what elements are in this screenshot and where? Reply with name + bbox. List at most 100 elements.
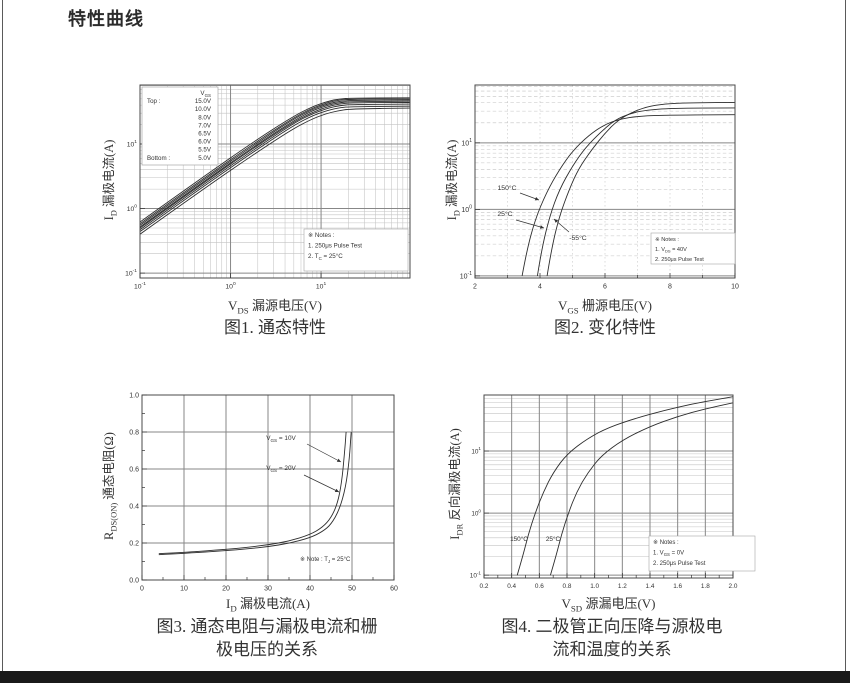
fig3-caption: 图3. 通态电阻与漏极电流和栅 极电压的关系 — [97, 615, 437, 661]
fig2-x-axis-label: VGS 栅源电压(V) — [558, 298, 652, 316]
fig4-body-diode-forward: 0.2 0.4 0.6 0.8 1.0 1.2 1.4 1.6 1.8 2.0 10-1 100 101… — [470, 394, 756, 590]
svg-text:20: 20 — [222, 586, 230, 593]
svg-text:101: 101 — [316, 281, 327, 290]
fig4-body-diode-forward-notes — [648, 535, 756, 572]
svg-text:150°C: 150°C — [510, 535, 528, 543]
svg-text:150°C: 150°C — [498, 184, 517, 192]
svg-text:0.2: 0.2 — [480, 583, 489, 590]
svg-text:101: 101 — [127, 139, 138, 148]
svg-text:1. VGS = 0V: 1. VGS = 0V — [653, 550, 684, 557]
svg-text:10-1: 10-1 — [134, 281, 146, 290]
svg-text:1. 250μs Pulse Test: 1. 250μs Pulse Test — [308, 243, 362, 250]
fig3-caption-line1: 图3. 通态电阻与漏极电流和栅 — [156, 617, 378, 636]
svg-text:1.2: 1.2 — [618, 583, 627, 590]
fig4-caption-line1: 图4. 二极管正向压降与源极电 — [501, 617, 723, 636]
svg-text:10-1: 10-1 — [470, 570, 482, 579]
fig2-caption: 图2. 变化特性 — [455, 316, 755, 339]
svg-text:2. 250μs Pulse Test: 2. 250μs Pulse Test — [653, 561, 706, 567]
fig3-rdson-vs-id-curves — [158, 431, 352, 556]
svg-text:6: 6 — [603, 284, 607, 291]
svg-text:0.6: 0.6 — [535, 583, 544, 590]
svg-text:101: 101 — [461, 138, 472, 147]
svg-text:7.0V: 7.0V — [198, 122, 212, 129]
svg-text:40: 40 — [306, 586, 314, 593]
svg-text:Bottom :: Bottom : — [147, 155, 170, 162]
fig1-output-characteristics-notes — [303, 228, 409, 272]
svg-text:※ Notes :: ※ Notes : — [308, 232, 335, 239]
svg-text:100: 100 — [461, 204, 472, 213]
fig4-caption-line2: 流和温度的关系 — [552, 640, 672, 659]
fig1-output-characteristics-curves — [140, 97, 410, 235]
fig1-x-axis-label: VDS 漏源电压(V) — [228, 298, 322, 316]
svg-text:VGS = 10V: VGS = 10V — [266, 435, 296, 443]
fig2-transfer-characteristics-curves — [521, 101, 735, 276]
svg-text:※ Note : TJ = 25°C: ※ Note : TJ = 25°C — [300, 557, 351, 564]
fig2-transfer-characteristics-notes — [650, 232, 736, 265]
fig1-output-characteristics-legend — [141, 86, 219, 166]
fig4-caption: 图4. 二极管正向压降与源极电 流和温度的关系 — [447, 615, 777, 661]
svg-text:10-1: 10-1 — [460, 271, 472, 280]
svg-text:※ Notes :: ※ Notes : — [653, 540, 679, 546]
svg-text:100: 100 — [127, 204, 138, 213]
fig3-x-axis-label: ID 漏极电流(A) — [225, 596, 311, 614]
svg-text:8: 8 — [668, 284, 672, 291]
svg-text:101: 101 — [471, 446, 481, 455]
fig1-y-axis-label: ID 漏极电流(A) — [102, 139, 119, 221]
fig3-caption-line2: 极电压的关系 — [216, 640, 318, 659]
svg-text:1.6: 1.6 — [673, 583, 682, 590]
page-border-right — [845, 0, 846, 671]
svg-text:2. TC = 25°C: 2. TC = 25°C — [308, 253, 343, 261]
svg-text:VGS = 20V: VGS = 20V — [266, 465, 296, 473]
svg-text:0: 0 — [140, 586, 144, 593]
svg-text:100: 100 — [471, 508, 481, 517]
svg-text:10.0V: 10.0V — [195, 106, 212, 113]
fig4-x-axis-label: VSD 源漏电压(V) — [561, 596, 656, 614]
svg-text:4: 4 — [538, 284, 542, 291]
svg-text:100: 100 — [225, 281, 236, 290]
svg-text:1.0: 1.0 — [129, 392, 139, 399]
svg-text:1.4: 1.4 — [646, 583, 655, 590]
svg-text:5.0V: 5.0V — [198, 155, 212, 162]
svg-text:2.0: 2.0 — [729, 583, 738, 590]
svg-text:8.0V: 8.0V — [198, 114, 212, 121]
fig3-y-axis-label: RDS(ON) 通态电阻(Ω) — [102, 432, 119, 540]
fig1-caption: 图1. 通态特性 — [130, 316, 420, 339]
svg-text:10: 10 — [731, 284, 739, 291]
svg-text:1.0: 1.0 — [590, 583, 599, 590]
svg-text:0.6: 0.6 — [129, 466, 139, 473]
svg-text:0.0: 0.0 — [129, 577, 139, 584]
fig1-caption-line: 图1. 通态特性 — [224, 318, 326, 337]
svg-text:0.2: 0.2 — [129, 540, 139, 547]
svg-text:0.4: 0.4 — [507, 583, 516, 590]
svg-text:15.0V: 15.0V — [195, 98, 212, 105]
svg-text:30: 30 — [264, 586, 272, 593]
svg-text:6.0V: 6.0V — [198, 139, 212, 146]
fig2-y-axis-label: ID 漏极电流(A) — [445, 139, 462, 221]
svg-text:60: 60 — [390, 586, 398, 593]
svg-text:VGS: VGS — [200, 90, 211, 98]
svg-text:1. VDS = 40V: 1. VDS = 40V — [655, 247, 687, 254]
svg-text:2. 250μs Pulse Test: 2. 250μs Pulse Test — [655, 257, 704, 263]
fig1-output-characteristics: 10-1 100 101 10-1 100 101 VGS Top : 15.0V10.0V8.… — [125, 84, 411, 290]
svg-text:25°C: 25°C — [546, 535, 561, 543]
svg-text:6.5V: 6.5V — [198, 131, 212, 138]
svg-text:0.8: 0.8 — [129, 429, 139, 436]
svg-text:-55°C: -55°C — [569, 234, 587, 242]
svg-text:5.5V: 5.5V — [198, 147, 212, 154]
fig4-y-axis-label: IDR 反向漏极电流(A) — [448, 428, 465, 540]
svg-text:0.4: 0.4 — [129, 503, 139, 510]
svg-text:※ Notes :: ※ Notes : — [655, 237, 679, 243]
fig4-body-diode-forward-curves — [516, 396, 733, 576]
svg-text:2: 2 — [473, 284, 477, 291]
fig2-caption-line: 图2. 变化特性 — [554, 318, 656, 337]
svg-text:Top :: Top : — [147, 98, 161, 105]
svg-text:10: 10 — [180, 586, 188, 593]
page-bottom-bar — [0, 671, 850, 683]
svg-text:10-1: 10-1 — [125, 268, 137, 277]
svg-text:50: 50 — [348, 586, 356, 593]
fig3-rdson-vs-id: 0 10 20 30 40 50 60 0.0 0.2 0.4 0.6 0.8 1.0 ※ Note : … — [129, 392, 398, 592]
page-border-left — [2, 0, 3, 671]
page-title: 特性曲线 — [68, 9, 144, 29]
